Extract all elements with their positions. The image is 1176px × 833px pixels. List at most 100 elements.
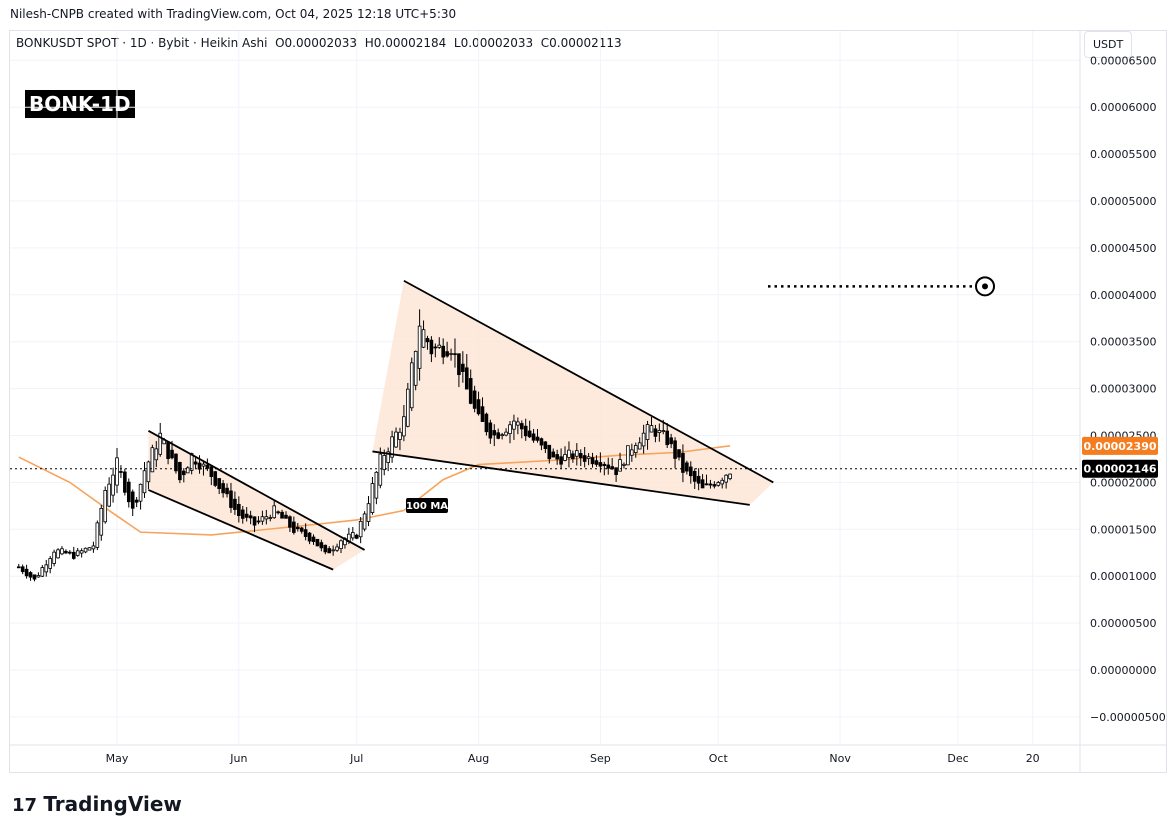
- candle-body: [20, 566, 25, 573]
- y-tick-label: 0.00004000: [1090, 289, 1156, 302]
- candle-body: [519, 423, 524, 430]
- candle-body: [16, 566, 21, 569]
- candle-body: [323, 544, 328, 553]
- candle-body: [531, 433, 536, 441]
- candle-body: [178, 462, 182, 481]
- candle-body: [390, 436, 394, 458]
- candle-body: [649, 425, 654, 433]
- candle-body: [295, 526, 300, 530]
- ohlc-high: H0.00002184: [364, 36, 447, 50]
- candle-body: [571, 453, 575, 460]
- candle-body: [516, 421, 520, 426]
- candle-body: [543, 441, 548, 450]
- candle-body: [68, 551, 72, 554]
- candle-body: [547, 444, 552, 460]
- candle-body: [134, 499, 139, 503]
- trendline: [403, 279, 774, 484]
- candle-body: [681, 452, 685, 473]
- candle-body: [696, 475, 701, 484]
- candle-body: [716, 482, 721, 486]
- candle-body: [378, 453, 383, 486]
- ma-price-badge: 0.00002390: [1083, 440, 1156, 453]
- candle-body: [457, 353, 461, 376]
- candle-body: [166, 441, 170, 459]
- candle-body: [217, 478, 221, 489]
- candle-body: [610, 466, 614, 470]
- candle-body: [260, 516, 265, 522]
- candle-body: [319, 542, 324, 549]
- trendline: [372, 450, 750, 506]
- y-tick-label: 0.00003000: [1090, 383, 1156, 396]
- ma-label: 100 MA: [406, 501, 448, 512]
- candle-body: [453, 353, 457, 356]
- candle-body: [409, 362, 414, 409]
- chart-frame[interactable]: [9, 30, 1167, 773]
- candle-body: [535, 436, 540, 441]
- candle-body: [123, 471, 127, 493]
- y-tick-label: 0.00000500: [1090, 617, 1156, 630]
- candle-body: [170, 449, 174, 459]
- candle-body: [288, 516, 292, 528]
- candle-body: [71, 551, 76, 559]
- candle-body: [158, 432, 163, 455]
- x-tick-label: Sep: [590, 752, 611, 765]
- candle-body: [99, 507, 104, 536]
- candle-body: [594, 460, 599, 465]
- candle-body: [602, 463, 607, 467]
- candle-body: [630, 449, 634, 456]
- candle-body: [233, 498, 237, 510]
- candle-body: [398, 431, 402, 440]
- candle-body: [56, 549, 60, 559]
- y-tick-label: −0.00000500: [1090, 711, 1166, 724]
- candle-body: [256, 520, 261, 523]
- candle-body: [327, 548, 332, 554]
- candle-body: [350, 532, 355, 539]
- candle-body: [496, 432, 501, 439]
- candle-body: [111, 474, 115, 496]
- tradingview-logo[interactable]: 𝟭𝟳 TradingView: [12, 792, 182, 816]
- x-tick-label: Aug: [468, 752, 489, 765]
- candle-body: [445, 351, 449, 357]
- candle-body: [429, 339, 434, 355]
- candle-body: [464, 367, 469, 390]
- candle-body: [653, 428, 658, 437]
- candle-body: [488, 422, 493, 439]
- x-tick-label: Dec: [947, 752, 968, 765]
- candle-body: [618, 459, 622, 472]
- y-tick-label: 0.00000000: [1090, 664, 1156, 677]
- x-tick-label: May: [106, 752, 129, 765]
- candle-body: [75, 550, 80, 556]
- candle-body: [606, 464, 611, 469]
- candle-body: [354, 534, 359, 539]
- candle-body: [146, 461, 151, 483]
- candle-body: [406, 388, 410, 427]
- trendline: [148, 430, 366, 551]
- ohlc-low: L0.00002033: [453, 36, 534, 50]
- candle-body: [138, 483, 143, 502]
- pattern-fill: [372, 280, 774, 505]
- candle-body: [598, 462, 603, 467]
- candle-body: [720, 479, 725, 485]
- candle-body: [633, 445, 638, 453]
- candle-body: [433, 346, 438, 349]
- candle-body: [669, 437, 673, 445]
- currency-button[interactable]: USDT: [1084, 31, 1133, 58]
- candle-body: [622, 463, 626, 466]
- ohlc-open: O0.00002033: [275, 36, 358, 50]
- candle-body: [366, 503, 371, 522]
- candle-body: [480, 406, 485, 422]
- candle-body: [79, 550, 84, 554]
- y-tick-label: 0.00005000: [1090, 195, 1156, 208]
- candle-body: [248, 515, 253, 519]
- candle-body: [193, 461, 198, 465]
- candle-body: [704, 483, 709, 486]
- candle-body: [272, 505, 276, 519]
- candle-body: [413, 350, 418, 386]
- y-tick-label: 0.00006500: [1090, 54, 1156, 67]
- y-tick-label: 0.00005500: [1090, 148, 1156, 161]
- candle-body: [575, 450, 579, 457]
- candle-body: [417, 325, 422, 369]
- candle-body: [500, 434, 504, 437]
- candle-body: [370, 483, 375, 513]
